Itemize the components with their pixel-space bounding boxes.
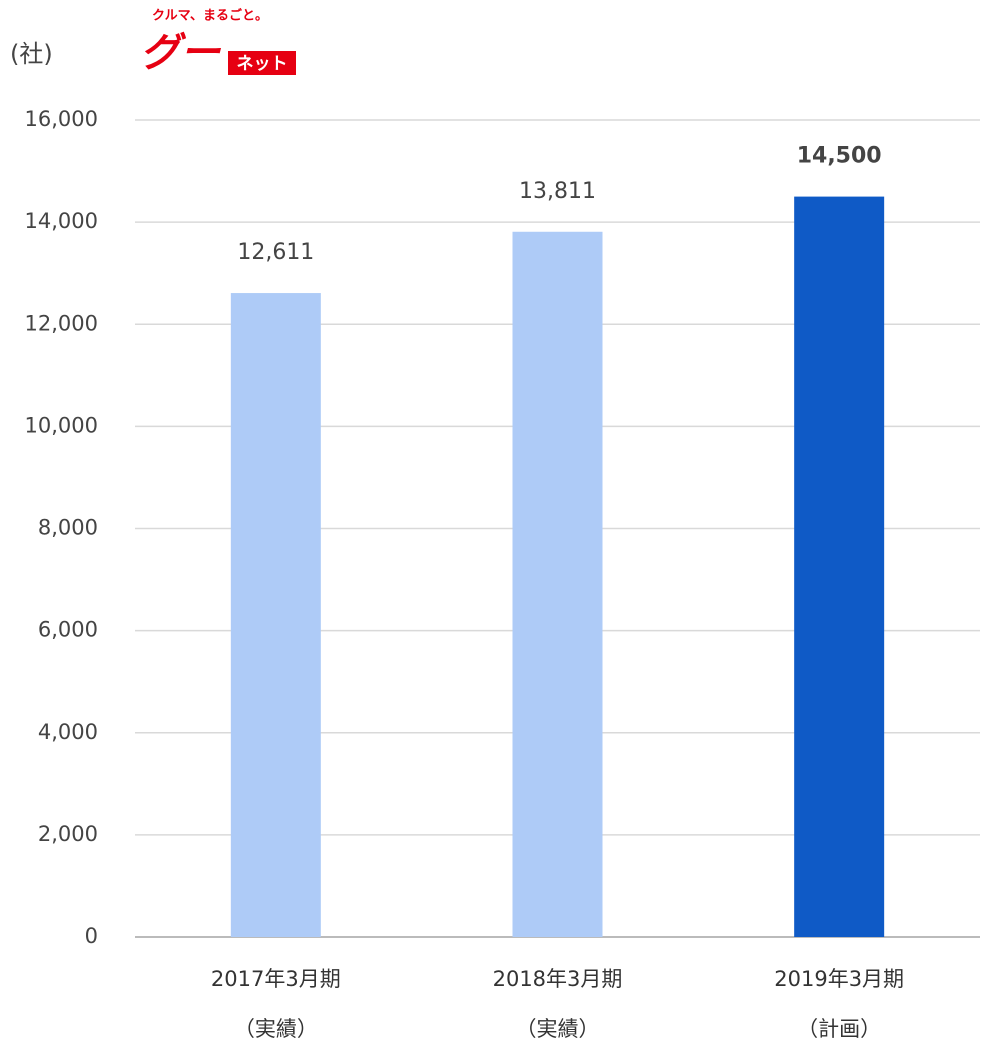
y-unit: (社) [10, 40, 53, 68]
x-tick-label: 2017年3月期 [211, 967, 341, 991]
value-label: 14,500 [797, 144, 882, 169]
y-tick-label: 14,000 [25, 209, 98, 233]
bar [794, 196, 885, 937]
y-tick-label: 6,000 [38, 618, 98, 642]
x-tick-label: （実績） [516, 1017, 600, 1041]
y-tick-label: 4,000 [38, 720, 98, 744]
x-tick-label: 2018年3月期 [493, 967, 623, 991]
value-label: 12,611 [237, 240, 314, 265]
logo-box [228, 51, 296, 75]
bar [512, 231, 603, 937]
bar [230, 293, 321, 938]
y-tick-label: 0 [85, 924, 98, 948]
logo-tagline: クルマ、まるごと。 [152, 8, 268, 24]
x-tick-label: 2019年3月期 [774, 967, 904, 991]
logo: クルマ、まるごと。 グー ネット [140, 8, 296, 76]
logo-mark: グー [140, 30, 222, 76]
y-tick-label: 2,000 [38, 822, 98, 846]
x-tick-label: （計画） [797, 1017, 881, 1041]
y-tick-label: 8,000 [38, 516, 98, 540]
logo-name: ネット [237, 54, 288, 74]
y-tick-label: 10,000 [25, 413, 98, 437]
y-tick-label: 12,000 [25, 311, 98, 335]
x-tick-label: （実績） [234, 1017, 318, 1041]
value-label: 13,811 [519, 179, 596, 204]
y-tick-label: 16,000 [25, 107, 98, 131]
